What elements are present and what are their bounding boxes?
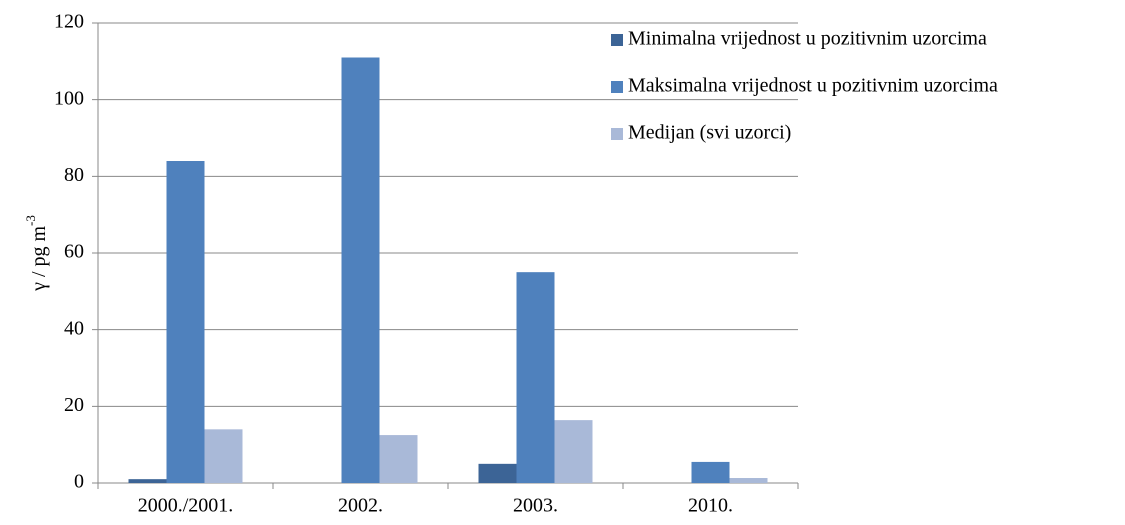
- x-tick-label: 2003.: [513, 495, 558, 517]
- legend-swatch: [611, 34, 623, 46]
- legend-label: Minimalna vrijednost u pozitivnim uzorci…: [628, 28, 987, 50]
- y-label-sup: -3: [23, 215, 38, 226]
- bar: [691, 461, 730, 483]
- bar: [478, 463, 517, 483]
- y-tick-label: 80: [64, 164, 84, 186]
- y-tick-label: 100: [54, 87, 84, 109]
- legend-swatch: [611, 128, 623, 140]
- bar: [204, 429, 243, 483]
- x-tick-label: 2002.: [338, 495, 383, 517]
- y-label-text: γ / pg m: [28, 226, 50, 292]
- y-tick-label: 120: [54, 11, 84, 33]
- legend-label: Maksimalna vrijednost u pozitivnim uzorc…: [628, 75, 998, 97]
- bar: [128, 479, 167, 483]
- y-tick-label: 60: [64, 241, 84, 263]
- bar: [341, 57, 380, 483]
- y-tick-label: 40: [64, 317, 84, 339]
- legend-label: Medijan (svi uzorci): [628, 122, 791, 144]
- y-axis-label: γ / pg m-3: [23, 215, 50, 292]
- bar: [516, 272, 555, 483]
- y-tick-label: 20: [64, 394, 84, 416]
- bar: [166, 161, 205, 483]
- x-tick-label: 2000./2001.: [138, 495, 234, 517]
- legend-swatch: [611, 81, 623, 93]
- bar: [554, 420, 593, 483]
- bar: [379, 435, 418, 483]
- bar: [729, 478, 768, 483]
- y-tick-label: 0: [74, 471, 84, 493]
- x-tick-label: 2010.: [688, 495, 733, 517]
